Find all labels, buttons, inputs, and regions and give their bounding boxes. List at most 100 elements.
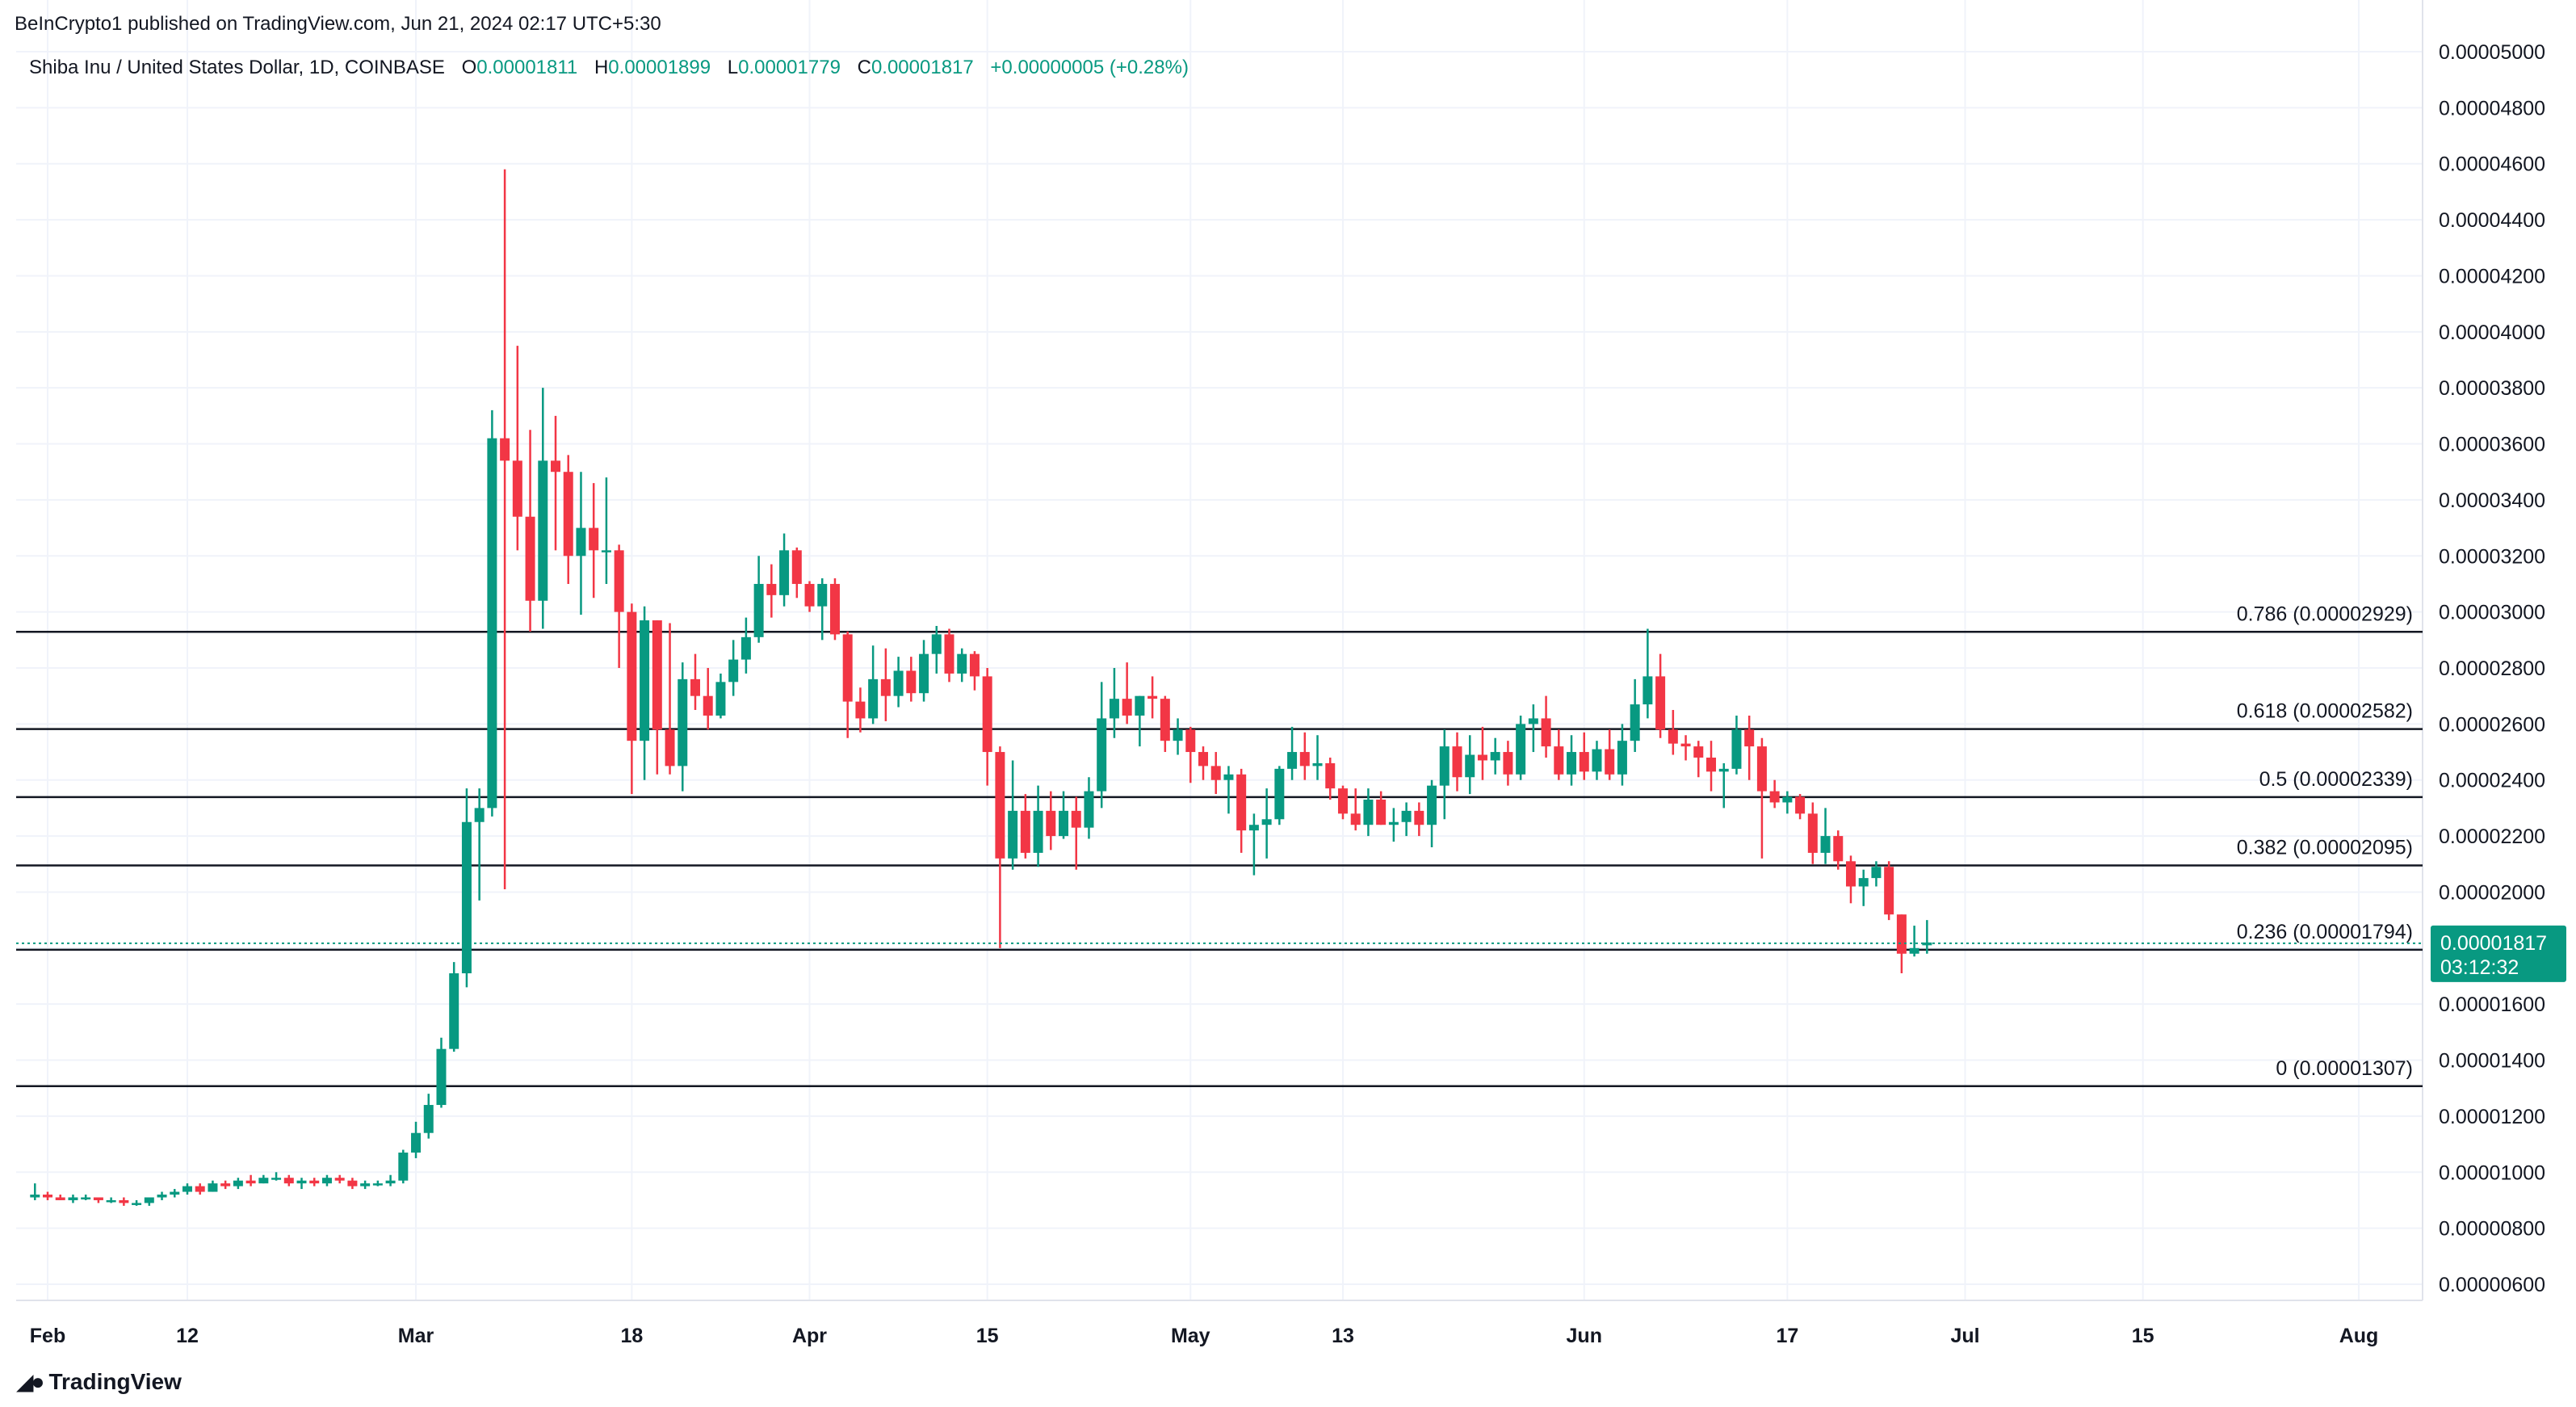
candle-body xyxy=(1033,810,1043,853)
candle-body xyxy=(804,583,815,607)
fib-level-label: 0.618 (0.00002582) xyxy=(2237,700,2413,723)
candle-body xyxy=(715,682,726,716)
candle-body xyxy=(842,634,853,702)
candle-body xyxy=(372,1183,383,1186)
candle-body xyxy=(144,1197,154,1203)
candle-body xyxy=(1325,762,1336,789)
candle-body xyxy=(55,1197,65,1200)
candle-body xyxy=(1248,825,1259,831)
candle-body xyxy=(1541,718,1551,747)
candle-body xyxy=(1122,699,1132,716)
open-value: 0.00001811 xyxy=(476,57,578,78)
candle-body xyxy=(868,678,879,719)
low-value: 0.00001779 xyxy=(738,57,841,78)
tradingview-logo[interactable]: ◢● TradingView xyxy=(16,1368,182,1395)
candle-body xyxy=(1617,741,1627,775)
candle-body xyxy=(1427,785,1437,825)
candle-body xyxy=(944,634,954,674)
candle-body xyxy=(1097,718,1107,792)
candle-body xyxy=(817,583,828,607)
tradingview-logo-icon: ◢● xyxy=(16,1369,44,1394)
candle-body xyxy=(614,550,624,612)
candle-body xyxy=(170,1191,180,1195)
candle-body xyxy=(1605,749,1615,775)
candle-body xyxy=(436,1048,447,1106)
candle-body xyxy=(423,1105,434,1133)
candle-body xyxy=(512,460,522,517)
candle-body xyxy=(1388,821,1399,825)
candle-body xyxy=(1744,729,1755,747)
candle-body xyxy=(500,438,510,461)
candle-body xyxy=(474,808,485,822)
time-tick-label: 13 xyxy=(1332,1325,1354,1347)
close-label: C xyxy=(857,57,871,78)
candle-body xyxy=(1452,746,1462,778)
candle-body xyxy=(1718,768,1729,772)
price-tick-label: 0.00002200 xyxy=(2439,825,2545,848)
candle-body xyxy=(1490,752,1500,761)
time-tick-label: 12 xyxy=(176,1325,199,1347)
price-tick-label: 0.00004800 xyxy=(2439,97,2545,120)
price-tick-label: 0.00002000 xyxy=(2439,881,2545,904)
candle-body xyxy=(1236,774,1247,831)
candle-body xyxy=(1769,791,1780,803)
candle-body xyxy=(1643,676,1653,705)
candle-body xyxy=(1896,914,1907,954)
price-tick-label: 0.00004000 xyxy=(2439,321,2545,344)
candle-body xyxy=(791,550,802,584)
price-tick-label: 0.00004400 xyxy=(2439,209,2545,232)
fib-level-label: 0.786 (0.00002929) xyxy=(2237,603,2413,625)
candle-body xyxy=(563,472,573,556)
price-tick-label: 0.00003000 xyxy=(2439,602,2545,624)
candle-body xyxy=(1756,746,1767,792)
candle-body xyxy=(1807,813,1818,853)
candle-body xyxy=(766,583,777,595)
candle-body xyxy=(195,1186,205,1192)
candle-body xyxy=(753,583,764,637)
time-tick-label: Jun xyxy=(1567,1325,1602,1347)
time-tick-label: Apr xyxy=(792,1325,827,1347)
candle-body xyxy=(1135,695,1145,716)
candle-body xyxy=(385,1180,396,1184)
candle-body xyxy=(1363,800,1374,825)
price-axis[interactable]: 0.00005000 0.00004800 0.00004600 0.00004400… xyxy=(2439,41,2545,1296)
low-label: L xyxy=(727,57,739,78)
high-label: H xyxy=(594,57,609,78)
candle-body xyxy=(283,1178,294,1184)
candle-body xyxy=(208,1183,218,1192)
candle-body xyxy=(119,1199,129,1203)
price-tick-label: 0.00001400 xyxy=(2439,1050,2545,1073)
candle-body xyxy=(538,460,548,601)
candle-body xyxy=(81,1197,91,1199)
candle-body xyxy=(1109,699,1119,719)
candle-body xyxy=(1020,810,1030,853)
candle-body xyxy=(893,670,904,696)
candle-body xyxy=(1350,813,1361,825)
time-axis[interactable]: Feb 12 Mar 18 Apr 15 May 13 Jun 17 Jul 15 Aug xyxy=(30,1325,2379,1347)
candle-body xyxy=(1008,810,1018,859)
candle-body xyxy=(1731,729,1742,769)
candle-body xyxy=(1567,752,1577,775)
last-price-badge xyxy=(2431,925,2566,982)
candle-body xyxy=(1858,878,1869,887)
time-tick-label: Jul xyxy=(1950,1325,1979,1347)
candle-body xyxy=(1299,752,1310,766)
candle-body xyxy=(627,611,637,741)
countdown-timer: 03:12:32 xyxy=(2440,956,2519,979)
candle-body xyxy=(640,620,650,741)
price-tick-label: 0.00003600 xyxy=(2439,434,2545,456)
candle-body xyxy=(829,583,840,635)
price-tick-label: 0.00004200 xyxy=(2439,265,2545,288)
candle-body xyxy=(931,634,942,654)
candle-body xyxy=(1465,754,1475,778)
candle-body xyxy=(1516,724,1526,775)
candle-body xyxy=(1185,729,1196,753)
candle-body xyxy=(1084,791,1094,828)
time-tick-label: 15 xyxy=(976,1325,999,1347)
candle-body xyxy=(296,1180,307,1184)
candle-body xyxy=(690,678,700,696)
candle-body xyxy=(1795,796,1806,814)
symbol-name: Shiba Inu / United States Dollar, 1D, CO… xyxy=(29,57,445,78)
